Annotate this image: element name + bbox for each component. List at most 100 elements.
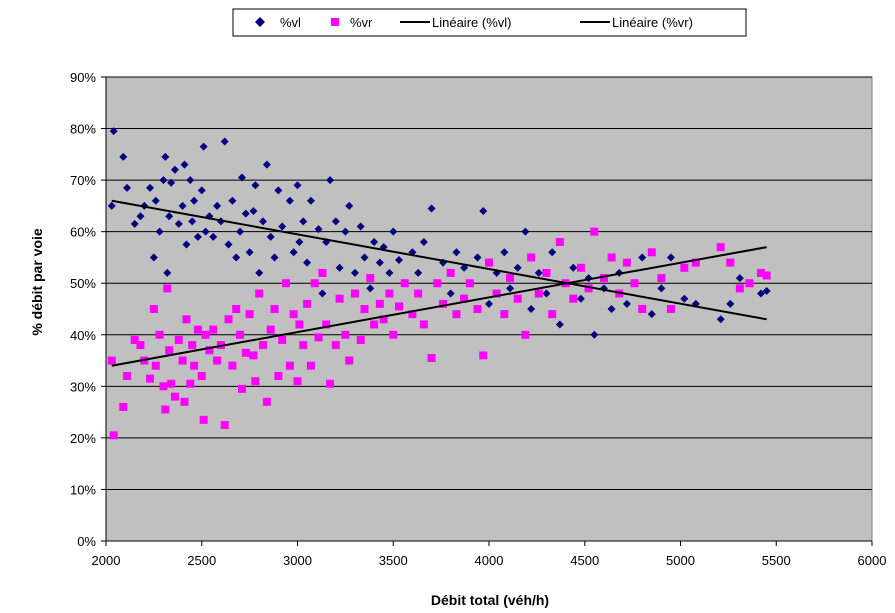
y-tick-label: 0% bbox=[77, 534, 96, 549]
data-point-vl bbox=[293, 181, 302, 190]
data-point-vr bbox=[527, 253, 536, 262]
data-point-vl bbox=[345, 201, 354, 210]
data-point-vl bbox=[527, 305, 536, 313]
data-point-vr bbox=[146, 374, 155, 383]
data-point-vr bbox=[289, 310, 298, 319]
data-point-vl bbox=[107, 201, 116, 210]
data-point-vl bbox=[385, 268, 394, 277]
data-point-vr bbox=[375, 299, 384, 308]
data-point-vr bbox=[599, 274, 608, 283]
data-point-vr bbox=[295, 320, 304, 329]
legend: %vl %vr Linéaire (%vl) Linéaire (%vr) bbox=[232, 8, 747, 37]
data-point-vr bbox=[306, 361, 315, 370]
data-point-vl bbox=[255, 268, 264, 277]
data-point-vr bbox=[657, 274, 666, 283]
data-point-vr bbox=[506, 274, 515, 283]
x-tick-label: 4000 bbox=[475, 553, 504, 568]
data-point-vl bbox=[446, 289, 455, 298]
y-axis-title: % débit par voie bbox=[29, 228, 45, 336]
data-point-vr bbox=[379, 315, 388, 324]
data-point-vr bbox=[193, 325, 202, 334]
data-point-vr bbox=[161, 405, 170, 414]
data-point-vl bbox=[534, 268, 543, 277]
data-point-vr bbox=[745, 279, 754, 288]
data-point-vl bbox=[590, 330, 599, 339]
data-point-vr bbox=[465, 279, 474, 288]
data-point-vl bbox=[303, 258, 312, 267]
data-point-vr bbox=[123, 372, 132, 381]
data-point-vl bbox=[638, 253, 647, 262]
data-point-vr bbox=[607, 253, 616, 262]
data-point-vr bbox=[249, 351, 258, 360]
data-point-vr bbox=[666, 305, 675, 313]
data-point-vr bbox=[427, 353, 436, 362]
data-point-vl bbox=[249, 207, 258, 216]
data-point-vr bbox=[370, 320, 379, 329]
legend-marker-vr bbox=[331, 18, 339, 26]
data-point-vr bbox=[209, 325, 218, 334]
x-tick-label: 6000 bbox=[858, 553, 887, 568]
data-point-vl bbox=[251, 181, 260, 190]
data-point-vl bbox=[716, 315, 725, 324]
data-point-vl bbox=[174, 219, 183, 228]
x-tick-label: 3000 bbox=[283, 553, 312, 568]
data-point-vl bbox=[193, 232, 202, 241]
data-point-vr bbox=[691, 258, 700, 267]
data-point-vr bbox=[314, 333, 323, 342]
data-point-vr bbox=[159, 382, 168, 391]
data-point-vl bbox=[224, 240, 233, 249]
data-point-vl bbox=[289, 248, 298, 257]
data-point-vr bbox=[726, 258, 735, 267]
data-point-vr bbox=[182, 315, 191, 324]
data-point-vr bbox=[178, 356, 187, 365]
data-point-vl bbox=[607, 305, 616, 313]
data-point-vl bbox=[314, 225, 323, 234]
data-point-vr bbox=[414, 289, 423, 298]
data-point-vl bbox=[318, 289, 327, 298]
data-point-vr bbox=[513, 294, 522, 303]
data-point-vl bbox=[341, 227, 350, 236]
data-point-vr bbox=[350, 289, 359, 298]
data-point-vr bbox=[762, 271, 771, 280]
data-point-vr bbox=[236, 330, 245, 339]
data-point-vr bbox=[590, 227, 599, 236]
y-tick-label: 80% bbox=[70, 122, 96, 137]
data-point-vr bbox=[174, 335, 183, 344]
data-point-vr bbox=[400, 279, 409, 288]
data-point-vr bbox=[555, 237, 564, 246]
data-point-vr bbox=[500, 310, 509, 319]
data-point-vr bbox=[576, 263, 585, 272]
data-point-vl bbox=[178, 201, 187, 210]
data-point-vl bbox=[356, 222, 365, 231]
data-point-vr bbox=[345, 356, 354, 365]
data-point-vl bbox=[548, 248, 557, 257]
data-point-vr bbox=[303, 299, 312, 308]
data-point-vl bbox=[237, 173, 246, 182]
legend-label-trend-vl: Linéaire (%vl) bbox=[432, 15, 511, 30]
data-point-vl bbox=[647, 310, 656, 319]
data-point-vl bbox=[119, 152, 128, 161]
legend-label-vl: %vl bbox=[280, 15, 301, 30]
data-point-vr bbox=[479, 351, 488, 360]
x-tick-label: 3500 bbox=[379, 553, 408, 568]
data-point-vl bbox=[350, 268, 359, 277]
data-point-vr bbox=[433, 279, 442, 288]
data-point-vl bbox=[109, 127, 118, 136]
data-point-vl bbox=[201, 227, 210, 236]
data-point-vl bbox=[726, 299, 735, 308]
x-tick-label: 5500 bbox=[762, 553, 791, 568]
data-point-vr bbox=[255, 289, 264, 298]
data-point-vr bbox=[584, 284, 593, 293]
data-point-vr bbox=[680, 263, 689, 272]
data-point-vl bbox=[155, 227, 164, 236]
y-tick-label: 30% bbox=[70, 379, 96, 394]
data-point-vr bbox=[647, 248, 656, 257]
data-point-vl bbox=[331, 217, 340, 226]
plot-area bbox=[101, 76, 873, 546]
data-point-vl bbox=[199, 142, 208, 151]
data-point-vr bbox=[389, 330, 398, 339]
data-point-vr bbox=[322, 320, 331, 329]
data-point-vl bbox=[130, 219, 139, 228]
data-point-vr bbox=[109, 431, 118, 440]
data-point-vl bbox=[366, 284, 375, 293]
